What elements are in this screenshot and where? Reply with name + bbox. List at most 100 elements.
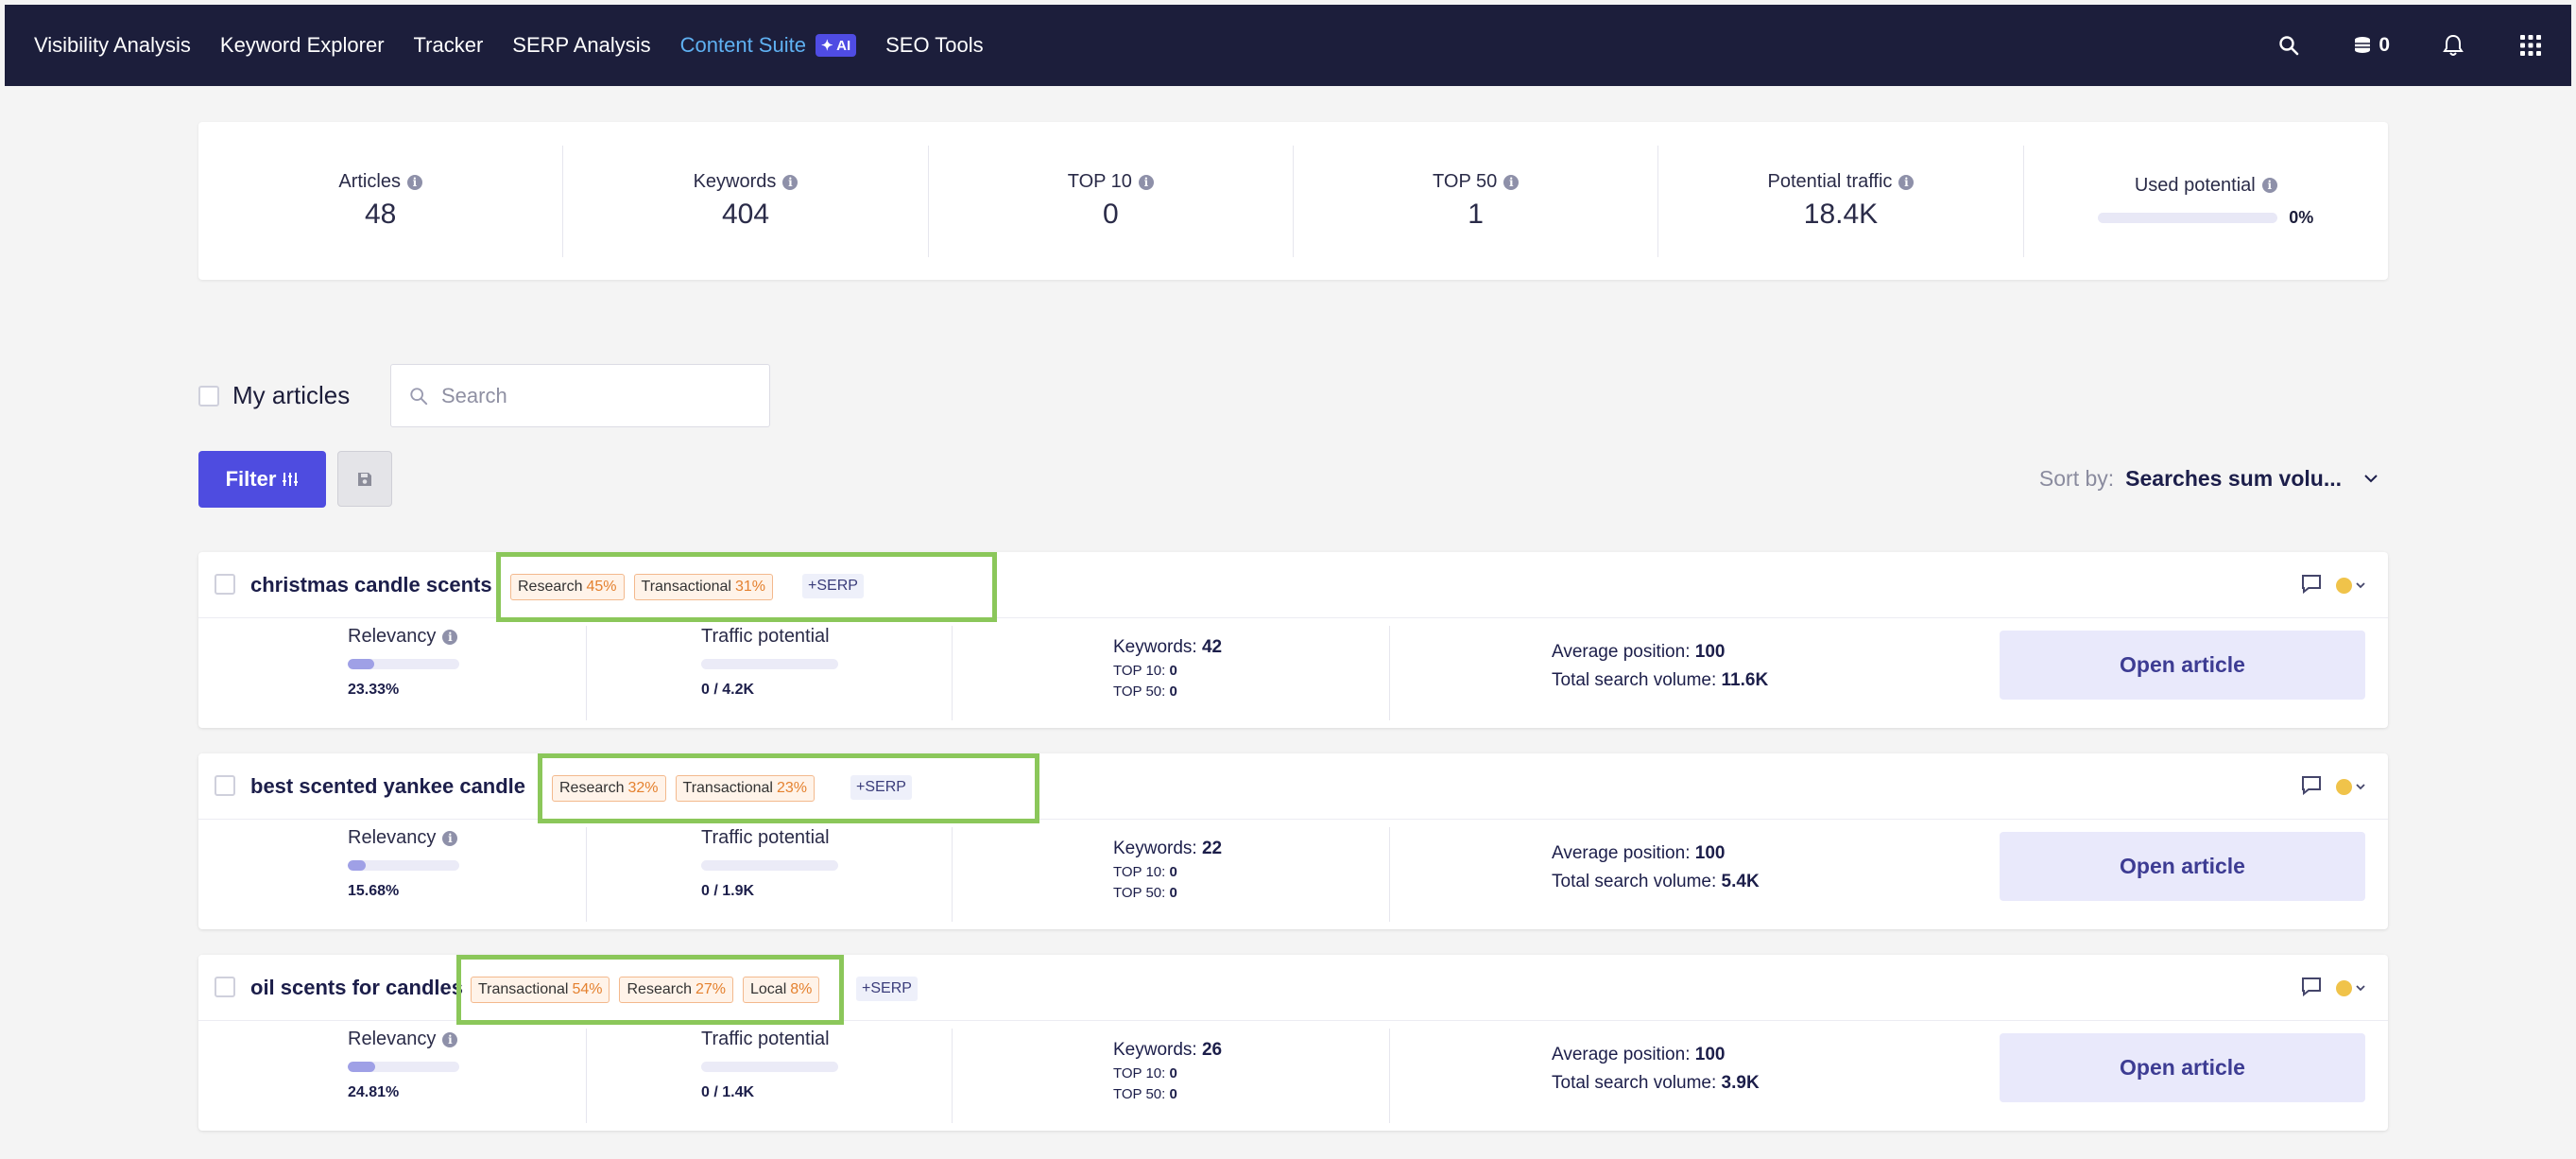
divider	[586, 827, 587, 922]
apps-grid-icon[interactable]	[2516, 31, 2545, 60]
stat-potential-traffic-label: Potential traffic	[1767, 171, 1893, 192]
intent-tag: Transactional 54%	[471, 977, 610, 1003]
comment-icon[interactable]	[2301, 573, 2322, 594]
nav-keyword-explorer[interactable]: Keyword Explorer	[219, 33, 385, 57]
open-article-button[interactable]: Open article	[2000, 832, 2365, 901]
sort-value[interactable]: Searches sum volu...	[2125, 466, 2342, 491]
stat-top50: TOP 50 i 1	[1294, 145, 1659, 257]
avg-position-value: 100	[1694, 843, 1726, 863]
comment-icon[interactable]	[2301, 976, 2322, 996]
divider	[952, 626, 953, 720]
chevron-down-icon	[2356, 985, 2365, 992]
article-title[interactable]: best scented yankee candle	[250, 774, 526, 798]
status-dropdown[interactable]	[2336, 578, 2365, 594]
info-icon[interactable]: i	[1503, 174, 1520, 190]
intent-tag-pct: 8%	[790, 981, 813, 997]
save-filter-button[interactable]	[337, 451, 392, 507]
search-volume-label: Total search volume:	[1552, 872, 1717, 891]
nav-seo-tools[interactable]: SEO Tools	[885, 33, 984, 57]
info-icon[interactable]: i	[442, 629, 458, 645]
stat-articles-label: Articles	[338, 171, 401, 192]
nav-visibility-analysis[interactable]: Visibility Analysis	[34, 33, 191, 57]
nav-tracker[interactable]: Tracker	[413, 33, 484, 57]
intent-tag: Research 27%	[619, 977, 733, 1003]
top10-label: TOP 10:	[1113, 1065, 1166, 1081]
intent-tag: Transactional 23%	[675, 775, 815, 802]
serp-tag[interactable]: +SERP	[850, 775, 912, 800]
intent-tag-pct: 31%	[734, 579, 765, 595]
divider	[1389, 827, 1390, 922]
article-card-body: Relevancy i 15.68% Traffic potential 0 / …	[198, 820, 2388, 929]
relevancy-value: 23.33%	[348, 682, 400, 698]
filter-button[interactable]: Filter	[198, 451, 326, 508]
stat-top50-value: 1	[1468, 199, 1484, 230]
serp-tag[interactable]: +SERP	[856, 977, 918, 1001]
info-icon[interactable]: i	[442, 1031, 458, 1047]
traffic-potential-metric: Traffic potential 0 / 1.4K	[701, 1029, 838, 1123]
nav-serp-analysis[interactable]: SERP Analysis	[512, 33, 651, 57]
avg-position-value: 100	[1694, 1045, 1726, 1064]
relevancy-label: Relevancy	[348, 626, 437, 647]
keywords-label: Keywords:	[1113, 637, 1197, 657]
relevancy-fill	[348, 860, 366, 871]
chevron-down-icon[interactable]	[2364, 475, 2378, 483]
info-icon[interactable]: i	[2261, 178, 2277, 193]
article-card: christmas candle scents Research 45% Tran…	[198, 552, 2388, 728]
comment-icon[interactable]	[2301, 774, 2322, 795]
intent-tag: Research 45%	[510, 574, 625, 600]
info-icon[interactable]: i	[1138, 174, 1154, 190]
article-card-header: best scented yankee candle Research 32% T…	[198, 753, 2388, 823]
article-checkbox[interactable]	[215, 574, 235, 595]
divider	[586, 626, 587, 720]
top50-label: TOP 50:	[1113, 1086, 1166, 1102]
intent-tag-pct: 27%	[695, 981, 726, 997]
relevancy-value: 15.68%	[348, 883, 400, 899]
traffic-potential-bar	[701, 1062, 838, 1072]
ai-badge: ✦ AI	[815, 34, 857, 57]
top50-value: 0	[1169, 683, 1177, 700]
status-dropdown[interactable]	[2336, 779, 2365, 795]
article-checkbox[interactable]	[215, 977, 235, 997]
stat-articles: Articles i 48	[198, 145, 564, 257]
credits-value: 0	[2379, 34, 2390, 56]
stat-keywords: Keywords i 404	[563, 145, 929, 257]
filter-button-label: Filter	[225, 467, 277, 491]
open-article-button[interactable]: Open article	[2000, 1033, 2365, 1102]
relevancy-fill	[348, 1062, 376, 1072]
intent-tag-name: Research	[518, 579, 583, 595]
summary-stats: Articles i 48 Keywords i 404 TOP 10 i 0 TOP…	[198, 122, 2388, 280]
relevancy-bar	[348, 659, 459, 669]
article-title[interactable]: christmas candle scents	[250, 573, 492, 597]
credits-counter[interactable]: 0	[2352, 34, 2390, 57]
stat-potential-traffic: Potential traffic i 18.4K	[1658, 145, 2024, 257]
relevancy-bar	[348, 860, 459, 871]
avg-position-label: Average position:	[1552, 843, 1691, 863]
info-icon[interactable]: i	[782, 174, 799, 190]
relevancy-metric: Relevancy i 15.68%	[348, 827, 459, 922]
search-input[interactable]	[441, 383, 744, 408]
top50-label: TOP 50:	[1113, 683, 1166, 700]
sort-control[interactable]: Sort by: Searches sum volu...	[2039, 466, 2378, 492]
nav-content-suite[interactable]: Content Suite ✦ AI	[680, 33, 857, 58]
info-icon[interactable]: i	[1898, 174, 1915, 190]
top10-label: TOP 10:	[1113, 663, 1166, 679]
search-field[interactable]	[390, 364, 770, 427]
info-icon[interactable]: i	[406, 174, 422, 190]
position-metric: Average position: 100 Total search volum…	[1552, 843, 1760, 938]
status-dropdown[interactable]	[2336, 980, 2365, 996]
article-title[interactable]: oil scents for candles	[250, 976, 463, 999]
open-article-button[interactable]: Open article	[2000, 631, 2365, 700]
info-icon[interactable]: i	[442, 830, 458, 846]
divider	[1389, 626, 1390, 720]
search-icon[interactable]	[2275, 31, 2303, 60]
my-articles-toggle[interactable]: My articles	[198, 381, 350, 410]
bell-icon[interactable]	[2439, 31, 2467, 60]
intent-tag-name: Local	[750, 981, 787, 997]
serp-tag[interactable]: +SERP	[802, 574, 864, 598]
sliders-icon	[283, 473, 299, 486]
intent-tags: Research 32% Transactional 23%	[538, 753, 1039, 823]
top50-value: 0	[1169, 1086, 1177, 1102]
used-potential-bar	[2098, 212, 2278, 223]
my-articles-checkbox[interactable]	[198, 385, 219, 407]
article-checkbox[interactable]	[215, 775, 235, 796]
